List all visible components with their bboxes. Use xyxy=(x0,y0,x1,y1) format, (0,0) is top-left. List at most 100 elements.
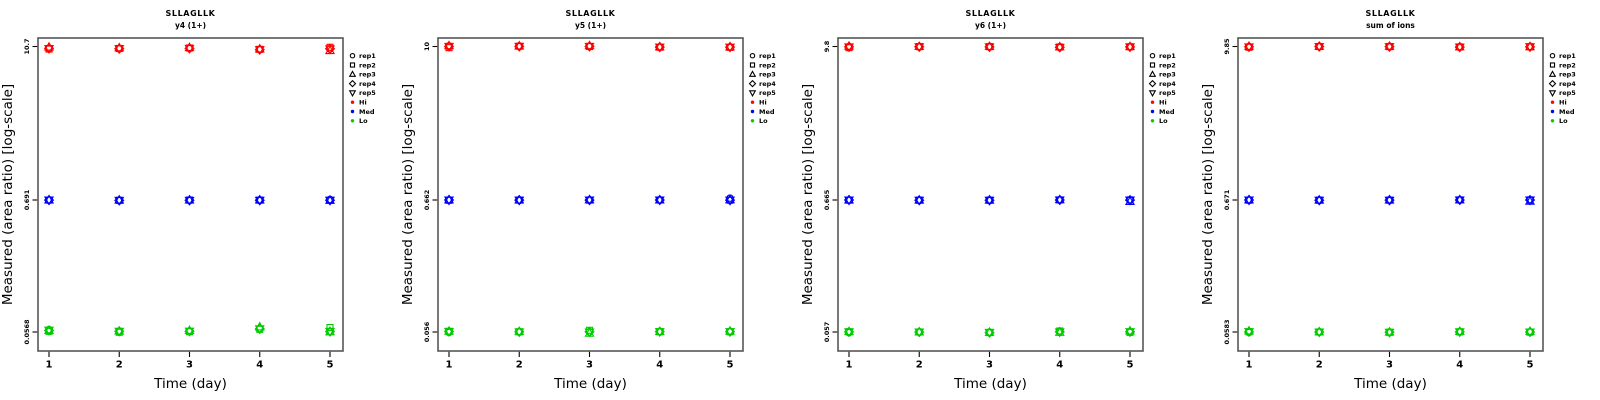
y-tick-label: 0.671 xyxy=(1223,189,1231,210)
x-tick-label: 5 xyxy=(727,360,734,371)
data-point-hi-rep3-day2 xyxy=(914,41,925,51)
data-point-med-rep3-day4 xyxy=(1054,194,1065,204)
data-point-med-rep3-day4 xyxy=(654,194,665,204)
y-axis-label: Measured (area ratio) [log-scale] xyxy=(400,84,416,305)
legend-diamond-icon xyxy=(1148,79,1157,88)
x-tick-label: 4 xyxy=(1056,360,1063,371)
panel-y5-1-: SLLAGLLK y5 (1+) 1 2 3 4 5 Time (day) 10 0.662 0.0… xyxy=(400,9,776,392)
data-point-med-rep3-day2 xyxy=(114,194,125,204)
legend-square-icon xyxy=(1549,62,1556,68)
panel-y6-1-: SLLAGLLK y6 (1+) 1 2 3 4 5 Time (day) 9.8 0.665 0.… xyxy=(800,9,1176,392)
legend-replicate-label: rep2 xyxy=(759,61,776,69)
data-point-lo-rep3-day2 xyxy=(114,325,125,335)
series-lo xyxy=(443,325,736,338)
y-axis-label: Measured (area ratio) [log-scale] xyxy=(1200,84,1216,305)
data-point-med-rep3-day1 xyxy=(43,194,55,204)
legend-square-icon xyxy=(1149,62,1156,68)
legend-replicate-label: rep5 xyxy=(1559,89,1576,97)
x-axis-label: Time (day) xyxy=(553,376,627,392)
legend-replicate-label: rep3 xyxy=(1159,71,1176,79)
series-hi xyxy=(443,40,736,53)
y-tick-label: 0.057 xyxy=(823,322,831,343)
panel-subtitle: y5 (1+) xyxy=(575,21,606,30)
data-point-med-rep3-day5 xyxy=(324,194,336,204)
legend-replicate-label: rep4 xyxy=(1159,80,1176,88)
legend-diamond-icon xyxy=(348,79,357,88)
data-point-hi-rep5-day1 xyxy=(1243,43,1255,53)
data-point-med-rep5-day2 xyxy=(514,196,525,206)
data-point-hi-rep5-day2 xyxy=(914,43,925,53)
panel-title: SLLAGLLK xyxy=(566,9,616,18)
data-point-lo-rep3-day5 xyxy=(724,325,736,335)
legend-circle-icon xyxy=(1149,52,1156,59)
series-hi xyxy=(843,40,1136,53)
legend-triangle-up-icon xyxy=(1148,70,1157,77)
data-point-hi-rep5-day2 xyxy=(114,45,125,55)
legend-med-dot-icon xyxy=(1150,109,1155,114)
legend-med-dot-icon xyxy=(350,109,355,114)
x-tick-label: 4 xyxy=(1456,360,1463,371)
data-point-med-rep5-day4 xyxy=(254,196,265,206)
data-point-lo-rep5-day1 xyxy=(1243,328,1255,338)
data-point-hi-rep3-day3 xyxy=(184,42,195,52)
x-tick-label: 2 xyxy=(916,360,923,371)
legend-lo-dot-icon xyxy=(1150,119,1155,123)
legend-level-label: Med xyxy=(1559,108,1575,116)
x-tick-label: 3 xyxy=(186,360,193,371)
series-med xyxy=(43,194,336,206)
data-point-hi-rep5-day3 xyxy=(184,44,195,54)
legend-level-label: Hi xyxy=(1159,99,1167,107)
y-tick-label: 10.7 xyxy=(23,38,31,54)
legend-hi-dot-icon xyxy=(350,100,355,104)
legend-triangle-down-icon xyxy=(1548,90,1557,97)
data-point-lo-rep3-day4 xyxy=(654,326,665,336)
legend-level-label: Lo xyxy=(759,117,768,125)
legend-triangle-down-icon xyxy=(748,90,757,97)
data-point-hi-rep3-day5 xyxy=(1124,41,1136,51)
x-tick-label: 3 xyxy=(1386,360,1393,371)
data-point-med-rep5-day5 xyxy=(324,196,336,206)
legend-replicate-label: rep1 xyxy=(359,52,376,60)
y-axis-label: Measured (area ratio) [log-scale] xyxy=(0,84,16,305)
data-point-med-rep5-day1 xyxy=(43,196,55,206)
series-lo xyxy=(43,321,336,337)
data-point-med-rep3-day1 xyxy=(1243,194,1255,204)
x-tick-label: 3 xyxy=(586,360,593,371)
data-point-med-rep3-day4 xyxy=(254,194,265,204)
data-point-med-rep5-day5 xyxy=(1124,196,1136,206)
legend-level-label: Med xyxy=(359,108,375,116)
data-point-lo-rep3-day4 xyxy=(1454,326,1465,335)
legend-replicate-label: rep4 xyxy=(759,80,776,88)
data-point-hi-rep3-day1 xyxy=(843,40,855,50)
panel-subtitle: y6 (1+) xyxy=(975,21,1006,30)
series-med xyxy=(1243,194,1536,206)
x-tick-label: 1 xyxy=(446,360,453,371)
x-tick-label: 2 xyxy=(516,360,523,371)
legend-replicate-label: rep2 xyxy=(359,61,376,69)
data-point-med-rep5-day2 xyxy=(914,196,925,206)
data-point-med-rep5-day3 xyxy=(184,196,195,206)
data-point-lo-rep5-day5 xyxy=(1124,328,1136,338)
data-point-hi-rep5-day3 xyxy=(584,42,595,52)
legend-level-label: Hi xyxy=(1559,99,1567,107)
y-tick-label: 0.665 xyxy=(823,189,831,210)
data-point-lo-rep2-day5 xyxy=(326,323,334,332)
data-point-med-rep5-day1 xyxy=(1243,196,1255,206)
data-point-hi-rep3-day1 xyxy=(1243,40,1255,50)
data-point-med-rep3-day2 xyxy=(914,194,925,204)
data-point-lo-rep3-day3 xyxy=(1384,326,1395,336)
legend-diamond-icon xyxy=(1548,79,1557,88)
data-point-hi-rep5-day2 xyxy=(514,42,525,52)
legend-circle-icon xyxy=(1549,52,1556,59)
x-tick-label: 1 xyxy=(1246,360,1253,371)
x-tick-label: 4 xyxy=(656,360,663,371)
panel-title: SLLAGLLK xyxy=(166,9,216,18)
legend-lo-dot-icon xyxy=(350,119,355,123)
legend-replicate-label: rep1 xyxy=(759,52,776,60)
data-point-lo-rep5-day1 xyxy=(843,328,855,338)
legend-replicate-label: rep1 xyxy=(1159,52,1176,60)
legend-hi-dot-icon xyxy=(1150,100,1155,104)
data-point-hi-rep5-day5 xyxy=(1524,43,1536,53)
data-point-lo-rep5-day2 xyxy=(1314,328,1325,338)
